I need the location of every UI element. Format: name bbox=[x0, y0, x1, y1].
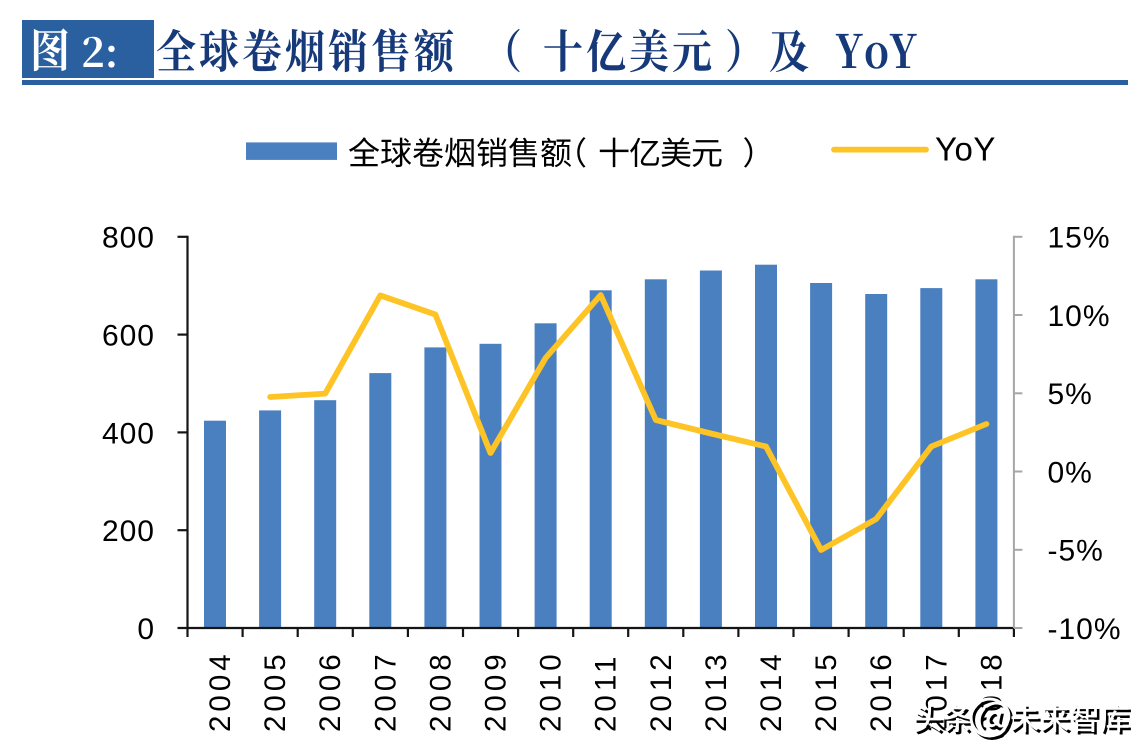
svg-text:2015: 2015 bbox=[810, 650, 843, 732]
svg-text:5%: 5% bbox=[1048, 378, 1093, 411]
svg-text:2008: 2008 bbox=[424, 650, 457, 732]
svg-text:2016: 2016 bbox=[865, 650, 898, 732]
svg-text:2004: 2004 bbox=[204, 650, 237, 732]
svg-text:800: 800 bbox=[102, 222, 155, 255]
svg-text:2014: 2014 bbox=[755, 650, 788, 732]
svg-text:-5%: -5% bbox=[1048, 535, 1104, 568]
svg-text:600: 600 bbox=[102, 320, 155, 353]
svg-text:2012: 2012 bbox=[645, 650, 678, 732]
svg-text:2013: 2013 bbox=[700, 650, 733, 732]
svg-text:2010: 2010 bbox=[535, 650, 568, 732]
svg-text:YoY: YoY bbox=[935, 131, 996, 168]
svg-text:15%: 15% bbox=[1048, 222, 1111, 255]
svg-text:2007: 2007 bbox=[369, 650, 402, 732]
svg-text:0: 0 bbox=[137, 613, 155, 646]
svg-text:-10%: -10% bbox=[1048, 613, 1122, 646]
svg-text:400: 400 bbox=[102, 417, 155, 450]
svg-text:2011: 2011 bbox=[590, 653, 623, 732]
svg-text:0%: 0% bbox=[1048, 456, 1093, 489]
svg-text:2006: 2006 bbox=[314, 650, 347, 732]
svg-text:200: 200 bbox=[102, 515, 155, 548]
svg-text:2009: 2009 bbox=[480, 650, 513, 732]
svg-text:10%: 10% bbox=[1048, 300, 1111, 333]
svg-text:2005: 2005 bbox=[259, 650, 292, 732]
